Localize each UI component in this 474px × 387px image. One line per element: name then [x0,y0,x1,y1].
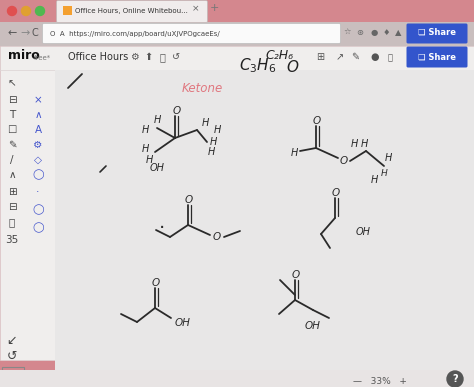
Text: ∧: ∧ [34,110,42,120]
FancyBboxPatch shape [407,24,467,43]
Text: ❏ Share: ❏ Share [418,28,456,37]
Text: 🔍: 🔍 [159,52,165,62]
Text: ⚙: ⚙ [129,52,138,62]
Text: A: A [35,125,42,135]
Text: →: → [20,28,29,38]
Text: ⬛: ⬛ [9,217,15,227]
Text: ☆: ☆ [343,28,351,37]
FancyBboxPatch shape [56,0,208,22]
FancyBboxPatch shape [43,24,340,43]
Text: O: O [332,188,340,198]
FancyBboxPatch shape [0,370,474,387]
Text: $\mathit{C_3H_6}$: $\mathit{C_3H_6}$ [239,56,277,75]
Text: O: O [313,116,321,126]
Text: free*: free* [34,55,51,61]
Text: H: H [146,155,153,165]
Text: ∧: ∧ [8,170,16,180]
Text: ?: ? [452,374,458,384]
Text: OH: OH [305,321,321,331]
Text: H: H [210,137,217,147]
Text: O  A  https://miro.com/app/board/uXjVPOgcaeEs/: O A https://miro.com/app/board/uXjVPOgca… [50,31,220,37]
FancyBboxPatch shape [0,70,55,360]
FancyBboxPatch shape [63,6,72,15]
Text: ⚙: ⚙ [33,140,43,150]
Text: ●: ● [370,28,378,37]
Text: ·: · [159,219,165,238]
Text: H: H [213,125,221,135]
Text: ◇: ◇ [34,155,42,165]
Text: Office Hours, Online Whitebou...: Office Hours, Online Whitebou... [75,8,188,14]
Text: ⊞: ⊞ [8,187,17,197]
FancyBboxPatch shape [407,46,467,67]
Text: miro: miro [8,49,40,62]
Text: T: T [9,110,15,120]
Text: ↖: ↖ [8,78,17,88]
Text: C₂H₆: C₂H₆ [266,49,294,62]
Text: O: O [213,232,221,242]
Text: ✎: ✎ [8,140,17,150]
Text: ↙: ↙ [7,334,17,346]
Text: Ketone: Ketone [182,82,223,95]
FancyBboxPatch shape [0,0,474,22]
Text: ↺: ↺ [172,52,180,62]
Text: H: H [384,153,392,163]
Text: /: / [10,155,14,165]
Text: ●: ● [371,52,379,62]
Text: ⊞: ⊞ [316,52,324,62]
Circle shape [8,7,17,15]
Text: ❏ Share: ❏ Share [418,53,456,62]
Text: O: O [152,278,160,288]
FancyBboxPatch shape [0,46,474,70]
Text: ◯: ◯ [32,170,44,180]
Text: ↗: ↗ [336,52,344,62]
Text: ×: × [34,95,42,105]
Text: ⊟: ⊟ [8,202,17,212]
Text: H: H [153,115,161,125]
Text: H: H [360,139,368,149]
Text: Office Hours: Office Hours [68,52,128,62]
Text: 🔔: 🔔 [388,53,392,62]
Text: H: H [141,144,149,154]
Text: H: H [350,139,358,149]
Text: ↺: ↺ [7,349,17,363]
Text: H: H [201,118,209,128]
Text: 35: 35 [5,235,18,245]
Text: OH: OH [149,163,164,173]
FancyBboxPatch shape [0,22,474,46]
Text: ·: · [36,187,40,197]
Text: OH: OH [356,227,371,237]
Text: O: O [340,156,348,166]
Text: ←: ← [8,28,18,38]
Text: H: H [381,168,387,178]
Text: $\mathit{O}$: $\mathit{O}$ [286,59,300,75]
Text: O: O [292,270,300,280]
Text: ◯: ◯ [32,223,44,233]
Text: —   33%   +: — 33% + [353,377,407,385]
Text: ◯: ◯ [32,205,44,215]
Text: H: H [370,175,378,185]
Circle shape [21,7,30,15]
Text: ☐: ☐ [8,125,17,135]
Text: ⊟: ⊟ [8,95,17,105]
Text: ♦: ♦ [382,28,390,37]
Circle shape [447,371,463,387]
Text: H: H [141,125,149,135]
Text: OH: OH [175,318,191,328]
Text: ⊛: ⊛ [356,28,364,37]
Text: ⬆: ⬆ [144,52,152,62]
Text: H: H [207,147,215,157]
Text: O: O [185,195,193,205]
FancyBboxPatch shape [55,70,474,370]
Text: ▲: ▲ [395,28,401,37]
Text: O: O [173,106,181,116]
Circle shape [36,7,45,15]
Text: C: C [32,28,39,38]
Text: ×: × [192,4,200,13]
Text: ✎: ✎ [351,52,359,62]
Text: H: H [290,148,298,158]
Text: +: + [210,3,219,13]
